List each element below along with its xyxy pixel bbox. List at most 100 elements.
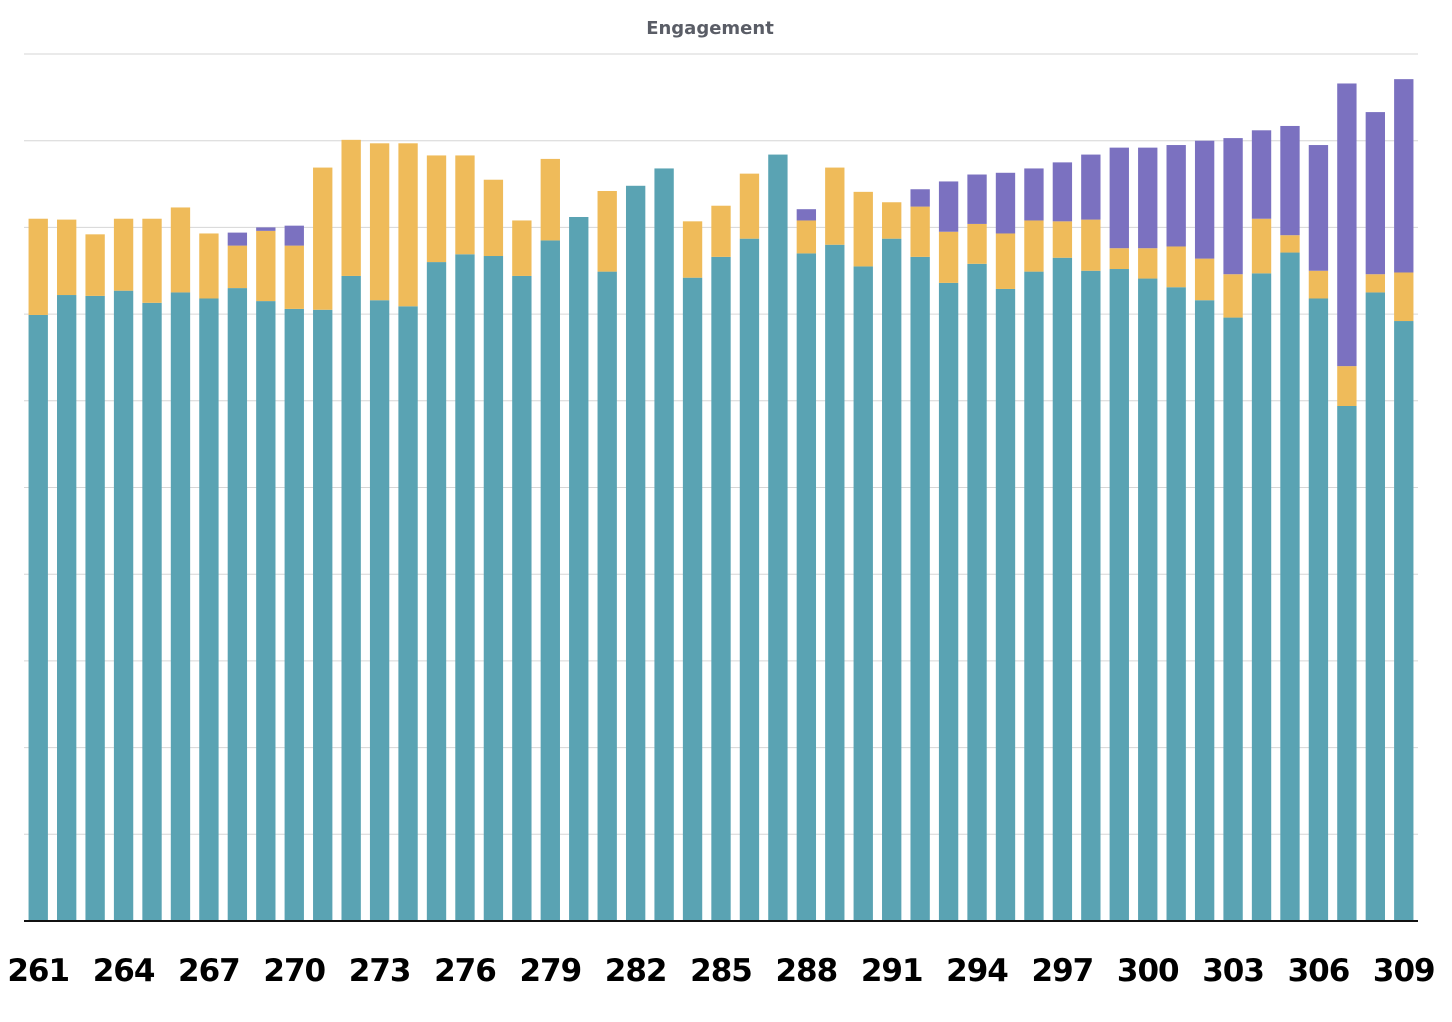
bar-segment-302-s3 bbox=[1194, 140, 1215, 259]
bar-segment-286-s2 bbox=[739, 173, 760, 239]
x-tick-label: 300 bbox=[1117, 953, 1179, 989]
bar-segment-293-s3 bbox=[938, 181, 959, 232]
bar-segment-293-s2 bbox=[938, 231, 959, 283]
bar-segment-277-s1 bbox=[483, 256, 504, 921]
bar-segment-285-s2 bbox=[711, 205, 731, 257]
bar-segment-284-s2 bbox=[682, 221, 703, 278]
bar-segment-300-s1 bbox=[1138, 278, 1158, 922]
bar-segment-265-s1 bbox=[142, 302, 162, 922]
bar-segment-292-s1 bbox=[910, 256, 930, 921]
bar-segment-305-s3 bbox=[1280, 125, 1300, 236]
bar-segment-304-s2 bbox=[1251, 218, 1272, 274]
bar-segment-270-s2 bbox=[284, 245, 304, 309]
bar-segment-305-s1 bbox=[1280, 252, 1300, 922]
x-tick-label: 297 bbox=[1032, 953, 1094, 989]
bar-segment-298-s3 bbox=[1081, 154, 1101, 220]
bar-segment-280-s1 bbox=[569, 216, 589, 922]
bar-segment-268-s2 bbox=[227, 245, 248, 289]
bar-segment-278-s1 bbox=[512, 275, 532, 921]
bar-segment-302-s1 bbox=[1194, 300, 1215, 921]
bar-segment-295-s1 bbox=[995, 288, 1016, 921]
bar-segment-301-s2 bbox=[1166, 246, 1186, 288]
bar-segment-309-s1 bbox=[1394, 321, 1414, 921]
bar-segment-308-s1 bbox=[1365, 292, 1385, 921]
bar-segment-270-s1 bbox=[284, 308, 304, 921]
bar-segment-266-s2 bbox=[170, 207, 191, 293]
bar-segment-303-s1 bbox=[1223, 317, 1243, 921]
bar-segment-300-s3 bbox=[1138, 147, 1158, 249]
bar-segment-306-s1 bbox=[1308, 298, 1329, 921]
bar-segment-279-s2 bbox=[540, 158, 560, 241]
bar-segment-269-s3 bbox=[256, 227, 276, 231]
x-tick-label: 276 bbox=[434, 953, 496, 989]
bar-segment-306-s2 bbox=[1308, 270, 1329, 299]
bar-segment-267-s1 bbox=[199, 298, 219, 921]
bar-segment-288-s2 bbox=[796, 220, 817, 254]
bar-segment-296-s2 bbox=[1024, 220, 1044, 272]
x-tick-label: 264 bbox=[93, 953, 155, 989]
bar-segment-307-s2 bbox=[1337, 366, 1357, 407]
bar-segment-297-s1 bbox=[1052, 257, 1073, 921]
bar-segment-276-s2 bbox=[455, 155, 475, 255]
bar-segment-292-s2 bbox=[910, 206, 930, 257]
bar-segment-281-s1 bbox=[597, 271, 617, 921]
bar-segment-277-s2 bbox=[483, 179, 504, 257]
bar-segment-282-s1 bbox=[625, 185, 646, 921]
bar-segment-294-s1 bbox=[967, 263, 987, 922]
bar-segment-273-s1 bbox=[369, 300, 390, 921]
bar-segment-299-s3 bbox=[1109, 147, 1129, 249]
x-tick-label: 303 bbox=[1202, 953, 1264, 989]
bar-segment-273-s2 bbox=[369, 143, 390, 301]
bar-segment-283-s1 bbox=[654, 168, 674, 922]
bars bbox=[28, 79, 1414, 922]
bar-segment-270-s3 bbox=[284, 225, 304, 246]
x-tick-label: 288 bbox=[775, 953, 837, 989]
x-tick-label: 285 bbox=[690, 953, 752, 989]
bar-segment-291-s2 bbox=[882, 202, 902, 239]
x-tick-label: 291 bbox=[861, 953, 923, 989]
bar-segment-296-s1 bbox=[1024, 271, 1044, 921]
bar-segment-264-s2 bbox=[113, 218, 134, 291]
bar-segment-307-s1 bbox=[1337, 406, 1357, 921]
bar-segment-267-s2 bbox=[199, 233, 219, 299]
x-tick-label: 261 bbox=[7, 953, 69, 989]
bar-segment-279-s1 bbox=[540, 240, 560, 921]
bar-segment-291-s1 bbox=[882, 238, 902, 921]
bar-segment-301-s3 bbox=[1166, 145, 1186, 247]
bar-segment-274-s2 bbox=[398, 143, 418, 307]
chart-title: Engagement bbox=[646, 18, 774, 39]
bar-segment-263-s1 bbox=[85, 295, 105, 921]
bar-segment-268-s3 bbox=[227, 232, 248, 246]
bar-segment-307-s3 bbox=[1337, 83, 1357, 367]
bar-segment-303-s2 bbox=[1223, 274, 1243, 318]
bar-segment-297-s2 bbox=[1052, 221, 1073, 258]
bar-segment-308-s3 bbox=[1365, 112, 1385, 275]
bar-segment-292-s3 bbox=[910, 189, 930, 207]
bar-segment-288-s1 bbox=[796, 253, 817, 921]
bar-segment-308-s2 bbox=[1365, 274, 1385, 293]
bar-segment-299-s2 bbox=[1109, 248, 1129, 270]
bar-segment-304-s1 bbox=[1251, 273, 1272, 921]
bar-segment-276-s1 bbox=[455, 254, 475, 922]
bar-segment-306-s3 bbox=[1308, 145, 1329, 271]
bar-segment-262-s2 bbox=[57, 219, 77, 296]
bar-segment-287-s1 bbox=[768, 154, 788, 921]
bar-segment-268-s1 bbox=[227, 288, 248, 922]
bar-segment-261-s2 bbox=[28, 218, 48, 315]
bar-segment-272-s2 bbox=[341, 139, 361, 276]
bar-segment-281-s2 bbox=[597, 190, 617, 272]
bar-segment-301-s1 bbox=[1166, 287, 1186, 921]
x-tick-label: 279 bbox=[519, 953, 581, 989]
bar-segment-275-s2 bbox=[426, 155, 447, 263]
bar-segment-269-s2 bbox=[256, 230, 276, 302]
bar-segment-297-s3 bbox=[1052, 162, 1073, 222]
x-tick-label: 267 bbox=[178, 953, 240, 989]
bar-segment-294-s2 bbox=[967, 223, 987, 264]
bar-segment-284-s1 bbox=[682, 277, 703, 921]
x-tick-label: 270 bbox=[263, 953, 325, 989]
bar-segment-299-s1 bbox=[1109, 269, 1129, 921]
bar-segment-285-s1 bbox=[711, 256, 731, 921]
bar-segment-289-s2 bbox=[825, 167, 845, 245]
bar-segment-295-s3 bbox=[995, 172, 1016, 234]
